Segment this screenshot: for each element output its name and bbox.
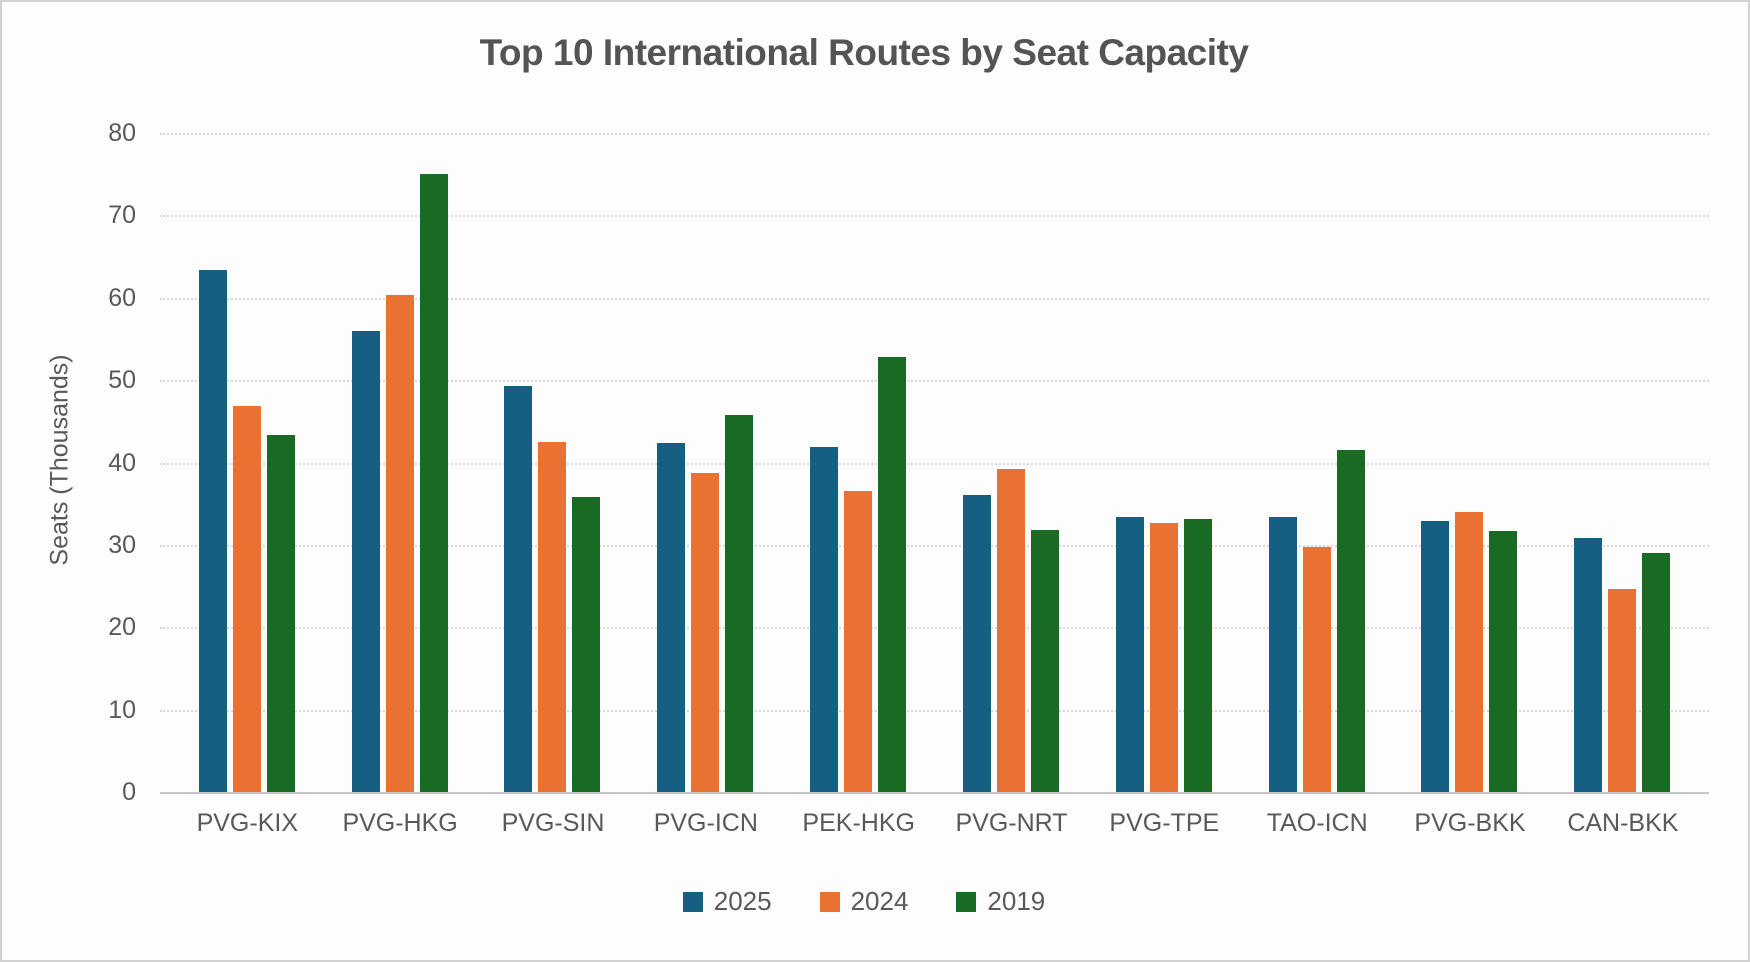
bar-PVG-HKG-2019 bbox=[419, 174, 448, 792]
gridline-y30 bbox=[160, 544, 1709, 547]
x-axis-baseline bbox=[160, 792, 1709, 794]
y-tick-label-50: 50 bbox=[108, 366, 136, 395]
y-tick-label-20: 20 bbox=[108, 613, 136, 642]
x-category-label-PVG-ICN: PVG-ICN bbox=[653, 809, 758, 837]
bar-PVG-NRT-2019 bbox=[1030, 530, 1059, 792]
bar-PVG-HKG-2025 bbox=[351, 330, 380, 792]
legend-label: 2024 bbox=[850, 886, 909, 916]
plot-area bbox=[160, 133, 1709, 794]
x-category-label-PVG-HKG: PVG-HKG bbox=[342, 809, 458, 837]
legend-swatch-icon bbox=[956, 891, 977, 912]
gridline-y80 bbox=[160, 133, 1709, 135]
bar-PEK-HKG-2025 bbox=[810, 446, 839, 792]
chart-title: Top 10 International Routes by Seat Capa… bbox=[479, 32, 1249, 73]
y-tick-label-40: 40 bbox=[108, 448, 136, 477]
y-tick-label-10: 10 bbox=[108, 695, 136, 724]
bar-CAN-BKK-2025 bbox=[1574, 538, 1603, 792]
x-category-label-TAO-ICN: TAO-ICN bbox=[1266, 809, 1368, 837]
bar-PVG-KIX-2025 bbox=[198, 269, 227, 792]
legend-swatch-icon bbox=[819, 891, 840, 912]
legend-swatch-icon bbox=[682, 891, 703, 912]
bar-PVG-SIN-2024 bbox=[538, 441, 567, 792]
y-tick-label-30: 30 bbox=[108, 530, 136, 559]
x-category-label-PVG-BKK: PVG-BKK bbox=[1414, 809, 1526, 837]
x-category-label-PEK-HKG: PEK-HKG bbox=[802, 809, 915, 837]
bar-PEK-HKG-2024 bbox=[844, 491, 873, 792]
bar-PVG-SIN-2025 bbox=[504, 385, 533, 792]
gridline-y60 bbox=[160, 297, 1709, 300]
y-tick-label-0: 0 bbox=[122, 778, 136, 806]
bar-PVG-ICN-2025 bbox=[657, 442, 686, 792]
x-category-label-PVG-NRT: PVG-NRT bbox=[955, 809, 1068, 837]
bar-PEK-HKG-2019 bbox=[878, 357, 907, 792]
bar-PVG-SIN-2019 bbox=[572, 497, 601, 792]
gridline-y20 bbox=[160, 627, 1709, 630]
bar-PVG-TPE-2024 bbox=[1149, 522, 1178, 792]
x-category-label-PVG-KIX: PVG-KIX bbox=[196, 809, 298, 837]
legend: 2025 2024 2019 bbox=[2, 886, 1726, 917]
bar-PVG-NRT-2024 bbox=[996, 469, 1025, 792]
bar-PVG-BKK-2025 bbox=[1421, 521, 1450, 792]
gridline-y40 bbox=[160, 462, 1709, 465]
x-category-label-PVG-SIN: PVG-SIN bbox=[501, 809, 605, 837]
legend-label: 2019 bbox=[987, 886, 1046, 916]
bar-PVG-TPE-2019 bbox=[1183, 519, 1212, 792]
y-tick-label-80: 80 bbox=[108, 119, 136, 147]
bar-PVG-KIX-2024 bbox=[232, 405, 261, 792]
bar-CAN-BKK-2019 bbox=[1642, 553, 1671, 792]
bar-PVG-BKK-2019 bbox=[1489, 530, 1518, 792]
legend-label: 2025 bbox=[713, 886, 772, 916]
bar-PVG-ICN-2024 bbox=[691, 473, 720, 792]
bar-PVG-TPE-2025 bbox=[1115, 516, 1144, 792]
bar-PVG-ICN-2019 bbox=[725, 414, 754, 792]
x-category-label-CAN-BKK: CAN-BKK bbox=[1567, 809, 1679, 837]
gridline-y50 bbox=[160, 380, 1709, 383]
bar-PVG-BKK-2024 bbox=[1455, 511, 1484, 792]
bar-TAO-ICN-2024 bbox=[1302, 546, 1331, 792]
bar-CAN-BKK-2024 bbox=[1608, 589, 1637, 792]
legend-item-2019: 2019 bbox=[956, 886, 1045, 917]
y-tick-label-60: 60 bbox=[108, 283, 136, 312]
gridline-y70 bbox=[160, 215, 1709, 218]
bar-PVG-NRT-2025 bbox=[962, 495, 991, 792]
bar-PVG-HKG-2024 bbox=[385, 294, 414, 792]
legend-item-2025: 2025 bbox=[682, 886, 772, 917]
gridline-y10 bbox=[160, 709, 1709, 712]
bar-TAO-ICN-2019 bbox=[1336, 450, 1365, 792]
y-tick-label-70: 70 bbox=[108, 201, 136, 230]
bar-PVG-KIX-2019 bbox=[266, 434, 295, 792]
legend-item-2024: 2024 bbox=[819, 886, 909, 917]
bar-TAO-ICN-2025 bbox=[1268, 516, 1297, 792]
x-category-label-PVG-TPE: PVG-TPE bbox=[1109, 809, 1220, 837]
